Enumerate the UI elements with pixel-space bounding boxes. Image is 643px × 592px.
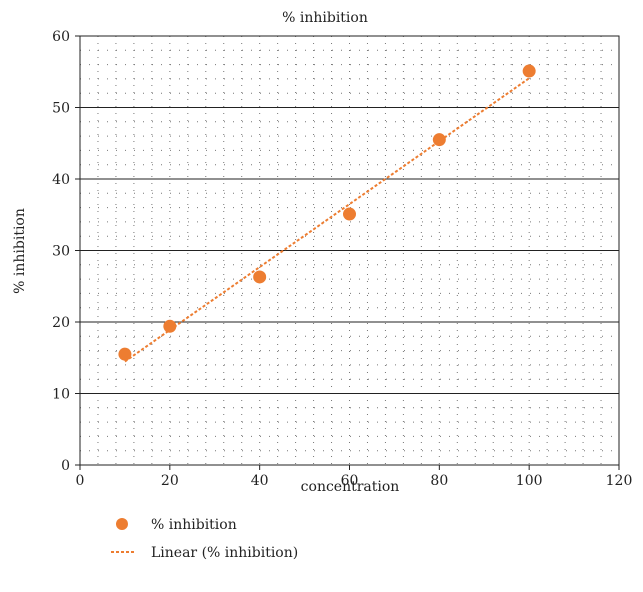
data-point xyxy=(522,64,536,78)
y-tick-label: 20 xyxy=(52,315,70,331)
data-point xyxy=(343,207,356,221)
x-tick-label: 100 xyxy=(516,473,543,489)
x-tick-labels: 0 20 40 60 80 100 120 xyxy=(76,465,633,489)
y-tick-label: 0 xyxy=(61,458,70,474)
data-point xyxy=(432,133,446,147)
x-tick-label: 60 xyxy=(341,473,359,489)
plot-area: 0 20 40 60 80 100 120 0 10 20 30 40 50 60 xyxy=(52,29,632,489)
x-axis-label: concentration xyxy=(301,479,400,495)
trendline-layer xyxy=(124,77,530,363)
data-point xyxy=(163,319,177,333)
x-tick-label: 80 xyxy=(430,473,448,489)
x-tick-label: 40 xyxy=(251,473,269,489)
y-tick-label: 50 xyxy=(52,101,70,117)
legend: % inhibition Linear (% inhibition) xyxy=(111,517,298,561)
data-point xyxy=(118,347,132,361)
data-point xyxy=(253,270,267,284)
chart-title: % inhibition xyxy=(282,10,368,26)
y-tick-label: 60 xyxy=(52,29,70,45)
x-tick-label: 0 xyxy=(76,473,85,489)
y-axis-label: % inhibition xyxy=(12,208,28,294)
y-tick-label: 40 xyxy=(52,172,70,188)
y-tick-labels: 0 10 20 30 40 50 60 xyxy=(52,29,80,474)
x-tick-label: 120 xyxy=(606,473,633,489)
legend-marker-inhibition xyxy=(116,518,128,530)
trendline xyxy=(124,77,530,363)
y-tick-label: 10 xyxy=(52,387,70,403)
legend-label-inhibition: % inhibition xyxy=(151,517,237,533)
x-tick-label: 20 xyxy=(161,473,179,489)
y-tick-label: 30 xyxy=(52,244,70,260)
legend-label-trendline: Linear (% inhibition) xyxy=(151,545,298,561)
data-points xyxy=(118,64,536,361)
